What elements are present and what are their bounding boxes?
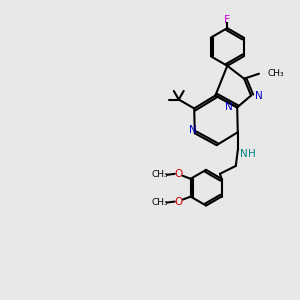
Text: N: N [255, 91, 263, 100]
Text: F: F [224, 15, 230, 25]
Text: N: N [189, 125, 197, 135]
Text: CH₃: CH₃ [152, 170, 168, 179]
Text: CH₃: CH₃ [152, 198, 168, 207]
Text: H: H [248, 149, 255, 159]
Text: N: N [240, 149, 248, 159]
Text: N: N [226, 102, 233, 112]
Text: O: O [175, 196, 183, 207]
Text: CH₃: CH₃ [268, 69, 284, 78]
Text: O: O [175, 169, 183, 179]
